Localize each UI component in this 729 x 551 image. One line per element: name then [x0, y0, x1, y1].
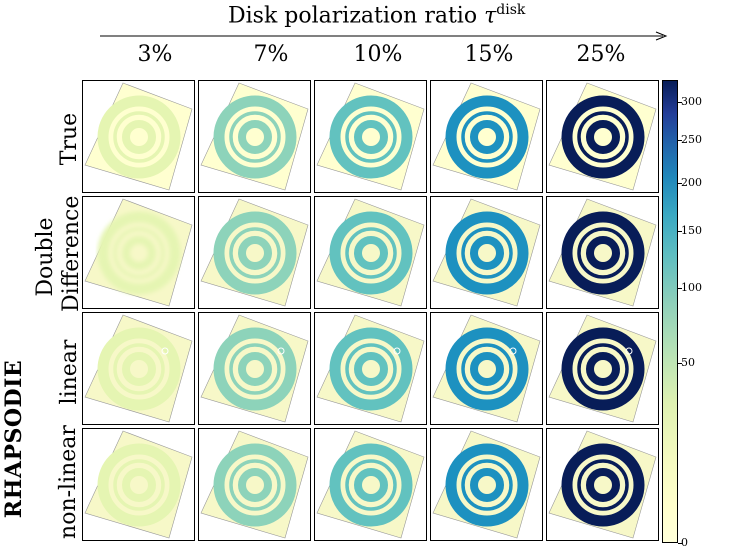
panel-true-col4 — [430, 80, 543, 193]
panel-linear-col1 — [82, 312, 195, 425]
colorbar-tick-mark — [678, 362, 682, 364]
disk-image — [548, 82, 657, 191]
disk-image — [432, 430, 541, 539]
column-label-2: 7% — [253, 42, 289, 67]
disk-image — [200, 314, 309, 423]
panel-true-col1 — [82, 80, 195, 193]
panel-linear-col5 — [546, 312, 659, 425]
colorbar-tick-mark — [678, 140, 682, 141]
disk-image — [316, 314, 425, 423]
disk-image — [432, 198, 541, 307]
colorbar-tick-mark — [678, 182, 682, 184]
colorbar — [662, 80, 678, 543]
panel-true-col5 — [546, 80, 659, 193]
disk-image — [548, 198, 657, 307]
title-superscript: disk — [496, 2, 526, 18]
row-label-double: Double — [33, 217, 58, 297]
colorbar-tick-mark — [678, 230, 682, 232]
axis-arrow — [100, 31, 668, 41]
colorbar-tick-label: 50 — [681, 355, 695, 369]
disk-image — [316, 430, 425, 539]
panel-linear-col3 — [314, 312, 427, 425]
disk-image — [548, 314, 657, 423]
disk-image — [432, 82, 541, 191]
panel-true-col3 — [314, 80, 427, 193]
disk-image — [84, 430, 193, 539]
disk-image — [200, 198, 309, 307]
panel-non-linear-col5 — [546, 428, 659, 541]
colorbar-tick-label: 0 — [681, 536, 688, 549]
disk-image — [548, 430, 657, 539]
disk-image — [84, 198, 193, 307]
panel-linear-col2 — [198, 312, 311, 425]
column-label-5: 25% — [576, 42, 626, 67]
colorbar-tick-mark — [678, 288, 682, 290]
panel-double-difference-col5 — [546, 196, 659, 309]
colorbar-tick-label: 300 — [681, 94, 702, 108]
panel-double-difference-col3 — [314, 196, 427, 309]
disk-image — [84, 82, 193, 191]
group-label-rhapsodie: RHAPSODIE — [1, 359, 27, 519]
disk-image — [316, 82, 425, 191]
colorbar-tick-label: 150 — [681, 223, 702, 237]
panel-double-difference-col4 — [430, 196, 543, 309]
colorbar-tick-label: 200 — [681, 175, 702, 189]
panel-non-linear-col2 — [198, 428, 311, 541]
panel-non-linear-col4 — [430, 428, 543, 541]
title-text: Disk polarization ratio — [228, 3, 478, 29]
title-symbol: τ — [484, 3, 497, 29]
colorbar-tick-mark — [678, 543, 682, 544]
panel-double-difference-col1 — [82, 196, 195, 309]
colorbar-tick-mark — [678, 101, 682, 103]
column-label-3: 10% — [353, 42, 403, 67]
panel-double-difference-col2 — [198, 196, 311, 309]
disk-image — [316, 198, 425, 307]
x-axis-title: Disk polarization ratio τdisk — [228, 2, 525, 28]
disk-image — [200, 82, 309, 191]
colorbar-tick-label: 250 — [681, 133, 702, 146]
column-label-1: 3% — [137, 42, 173, 67]
panel-non-linear-col3 — [314, 428, 427, 541]
disk-image — [432, 314, 541, 423]
panel-linear-col4 — [430, 312, 543, 425]
disk-image — [200, 430, 309, 539]
colorbar-tick-label: 100 — [681, 281, 702, 295]
panel-true-col2 — [198, 80, 311, 193]
column-label-4: 15% — [464, 42, 514, 67]
disk-image — [84, 314, 193, 423]
panel-non-linear-col1 — [82, 428, 195, 541]
